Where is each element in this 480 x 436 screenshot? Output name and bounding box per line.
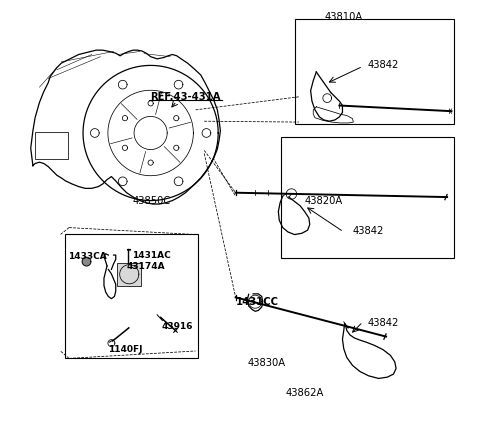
Text: 43842: 43842: [367, 61, 399, 70]
Bar: [295, 19, 454, 124]
Text: REF.43-431A: REF.43-431A: [150, 92, 221, 102]
Text: 43862A: 43862A: [285, 388, 324, 398]
Text: 1431CC: 1431CC: [236, 297, 278, 307]
Text: 43830A: 43830A: [248, 358, 286, 368]
Text: 1433CA: 1433CA: [68, 252, 107, 261]
Text: 43916: 43916: [161, 322, 193, 330]
Text: 43850C: 43850C: [133, 196, 171, 205]
Bar: [117, 263, 141, 286]
Text: 43174A: 43174A: [127, 262, 165, 271]
Text: 43842: 43842: [367, 318, 399, 327]
Text: 43820A: 43820A: [305, 196, 343, 205]
Text: 1140FJ: 1140FJ: [108, 345, 143, 354]
Polygon shape: [82, 257, 91, 266]
Text: 43810A: 43810A: [324, 12, 363, 21]
Text: 1431AC: 1431AC: [132, 251, 170, 259]
Bar: [35, 132, 68, 159]
Bar: [281, 137, 454, 258]
Bar: [65, 234, 198, 358]
Text: 43842: 43842: [352, 226, 384, 236]
